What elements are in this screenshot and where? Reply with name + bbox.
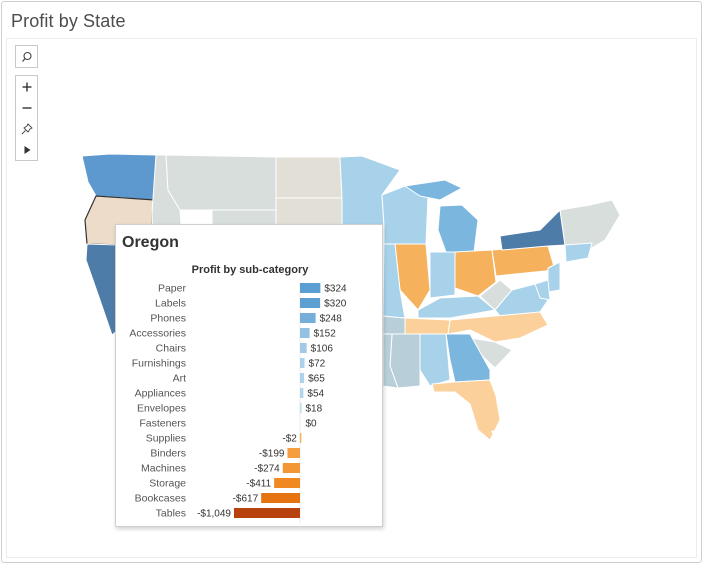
bar xyxy=(282,463,300,473)
minus-icon xyxy=(22,106,31,109)
value-label: $324 xyxy=(324,284,347,295)
state-alabama[interactable] xyxy=(419,333,451,387)
bar xyxy=(300,298,321,308)
value-label: $72 xyxy=(309,359,326,370)
value-label: -$274 xyxy=(254,464,280,475)
tooltip-subtitle: Profit by sub-category xyxy=(191,264,309,276)
value-label: $248 xyxy=(320,314,343,325)
tooltip-oregon: Oregon Profit by sub-category Paper $324 L… xyxy=(115,224,383,527)
category-label: Paper xyxy=(158,283,187,295)
state-michigan-up[interactable] xyxy=(404,179,463,201)
state-massachusetts[interactable] xyxy=(564,242,593,263)
state-maryland[interactable] xyxy=(534,279,551,301)
category-label: Tables xyxy=(156,508,186,520)
category-label: Appliances xyxy=(135,388,186,400)
expand-toolbar-button[interactable] xyxy=(16,139,37,160)
category-label: Binders xyxy=(150,448,186,460)
bar xyxy=(300,403,302,413)
state-california[interactable] xyxy=(85,243,119,336)
state-tennessee[interactable] xyxy=(404,317,451,335)
value-label: $65 xyxy=(308,374,325,385)
bar xyxy=(299,433,302,443)
category-label: Machines xyxy=(141,463,186,475)
search-button[interactable] xyxy=(16,46,37,67)
category-label: Labels xyxy=(155,298,186,310)
bar xyxy=(234,508,300,518)
value-label: -$411 xyxy=(246,479,271,490)
value-label: -$617 xyxy=(233,494,259,505)
bar xyxy=(261,493,300,503)
bar xyxy=(300,388,304,398)
category-label: Storage xyxy=(149,478,186,490)
category-label: Bookcases xyxy=(135,493,186,505)
subcategory-bar-chart: Paper $324 Labels $320 Phones $248 Accessories… xyxy=(129,282,347,524)
state-ohio[interactable] xyxy=(454,249,497,297)
category-label: Art xyxy=(173,373,187,385)
value-label: -$1,049 xyxy=(197,509,231,520)
category-label: Accessories xyxy=(129,328,186,340)
category-label: Phones xyxy=(150,313,186,325)
bar xyxy=(300,358,305,368)
state-kentucky[interactable] xyxy=(417,295,496,319)
value-label: $0 xyxy=(306,419,318,430)
category-label: Envelopes xyxy=(137,403,186,415)
map-viz-area[interactable] xyxy=(6,38,697,558)
pin-icon xyxy=(21,122,33,134)
state-florida[interactable] xyxy=(431,379,501,441)
play-icon xyxy=(24,145,30,154)
bar xyxy=(300,373,305,383)
value-label: $106 xyxy=(311,344,334,355)
state-michigan[interactable] xyxy=(437,204,479,253)
category-label: Supplies xyxy=(146,433,186,445)
zoom-in-button[interactable] xyxy=(16,76,37,97)
page-title: Profit by State xyxy=(11,11,126,31)
state-washington[interactable] xyxy=(81,153,157,201)
state-north-dakota[interactable] xyxy=(275,156,343,199)
state-south-dakota[interactable] xyxy=(275,197,343,227)
category-label: Chairs xyxy=(156,343,186,355)
state-new-york[interactable] xyxy=(499,209,566,251)
bar xyxy=(300,283,321,293)
category-label: Fasteners xyxy=(139,418,186,430)
state-north-carolina[interactable] xyxy=(447,311,549,343)
map-controls[interactable] xyxy=(15,75,38,161)
value-label: $54 xyxy=(307,389,324,400)
category-label: Furnishings xyxy=(132,358,186,370)
city-marker xyxy=(491,430,495,434)
tooltip-state-name: Oregon xyxy=(122,234,179,251)
magnifier-icon xyxy=(21,51,32,62)
state-pennsylvania[interactable] xyxy=(491,245,556,277)
search-tool[interactable] xyxy=(15,45,38,68)
bar xyxy=(300,328,310,338)
plus-icon xyxy=(22,82,31,91)
value-label: $152 xyxy=(314,329,337,340)
state-missouri[interactable] xyxy=(382,243,406,319)
bar xyxy=(274,478,300,488)
bar xyxy=(300,313,316,323)
state-arkansas[interactable] xyxy=(382,315,406,335)
value-label: -$199 xyxy=(259,449,285,460)
bar xyxy=(287,448,300,458)
value-label: $18 xyxy=(306,404,323,415)
state-indiana[interactable] xyxy=(429,251,456,299)
state-montana[interactable] xyxy=(165,154,277,211)
state-louisiana[interactable] xyxy=(382,333,399,389)
zoom-out-button[interactable] xyxy=(16,97,37,118)
pin-button[interactable] xyxy=(16,118,37,139)
bar xyxy=(300,343,307,353)
value-label: -$2 xyxy=(282,434,297,445)
value-label: $320 xyxy=(324,299,347,310)
